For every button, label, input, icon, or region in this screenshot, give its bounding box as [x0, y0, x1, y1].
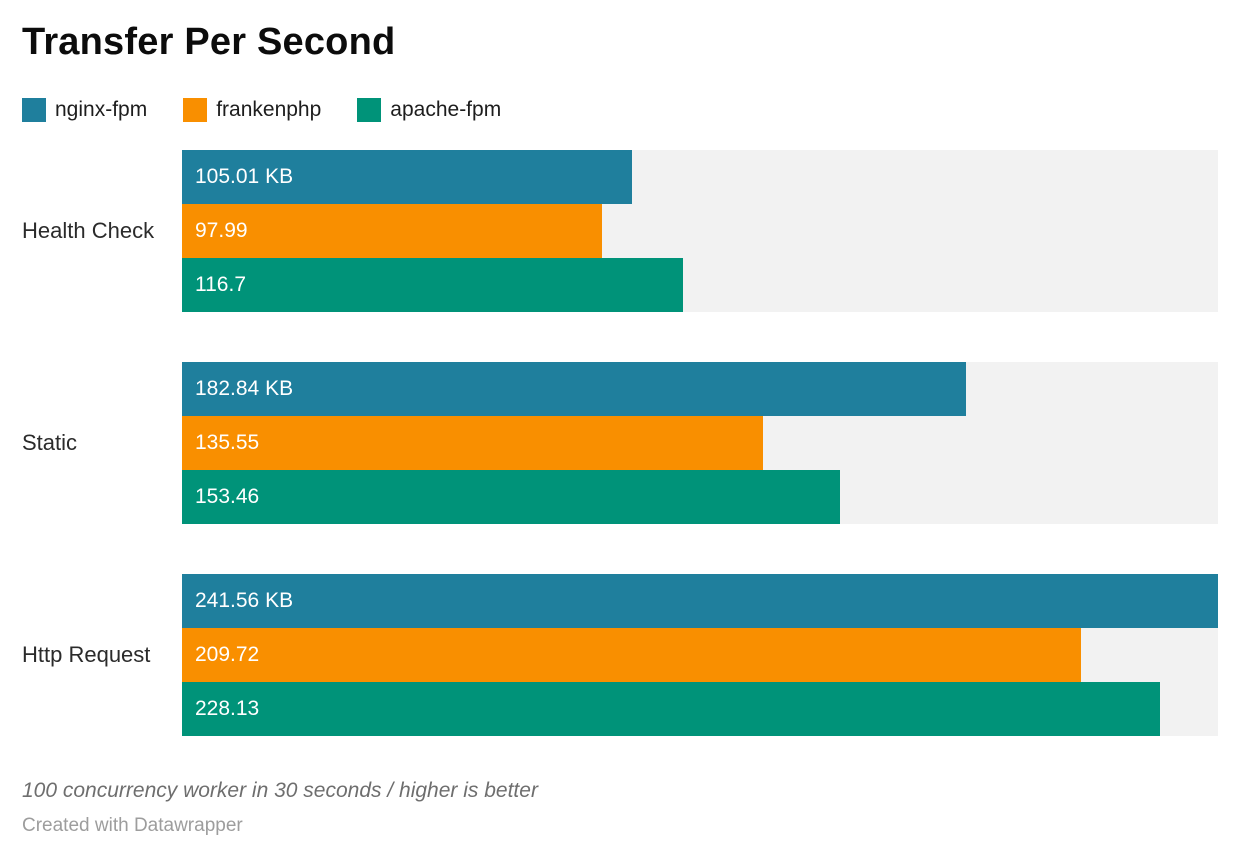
- bar-track: 97.99: [182, 204, 1218, 258]
- bar-track: 105.01 KB: [182, 150, 1218, 204]
- group-label-cell: Static: [22, 362, 182, 524]
- footer-note: 100 concurrency worker in 30 seconds / h…: [22, 779, 538, 802]
- legend-item-nginx-fpm: nginx-fpm: [22, 98, 147, 122]
- bar-nginx-fpm: 241.56 KB: [182, 574, 1218, 628]
- legend-swatch-icon: [183, 98, 208, 122]
- legend-label: nginx-fpm: [55, 98, 148, 121]
- bar-value-label: 116.7: [195, 273, 246, 296]
- bar-track: 116.7: [182, 258, 1218, 312]
- bar-value-label: 97.99: [195, 219, 248, 242]
- chart-area: Health Check 105.01 KB 97.99 116.7 Static 182…: [22, 150, 1218, 736]
- bar-nginx-fpm: 182.84 KB: [182, 362, 967, 416]
- bar-value-label: 241.56 KB: [195, 589, 294, 612]
- datawrapper-attribution: Created with Datawrapper: [22, 815, 243, 836]
- bar-track: 209.72: [182, 628, 1218, 682]
- group-label-cell: Http Request: [22, 574, 182, 736]
- bar-track: 182.84 KB: [182, 362, 1218, 416]
- bar-frankenphp: 209.72: [182, 628, 1082, 682]
- bar-value-label: 209.72: [195, 643, 260, 666]
- chart-title: Transfer Per Second: [22, 21, 396, 63]
- group-label-cell: Health Check: [22, 150, 182, 312]
- bar-value-label: 105.01 KB: [195, 165, 294, 188]
- legend: nginx-fpm frankenphp apache-fpm: [22, 96, 1218, 124]
- bars-stack: 241.56 KB 209.72 228.13: [182, 574, 1218, 736]
- bar-value-label: 153.46: [195, 485, 260, 508]
- bar-nginx-fpm: 105.01 KB: [182, 150, 633, 204]
- bars-stack: 182.84 KB 135.55 153.46: [182, 362, 1218, 524]
- bar-apache-fpm: 116.7: [182, 258, 683, 312]
- bar-track: 153.46: [182, 470, 1218, 524]
- bar-value-label: 228.13: [195, 697, 260, 720]
- bar-value-label: 135.55: [195, 431, 260, 454]
- category-label: Static: [22, 430, 78, 455]
- bar-track: 241.56 KB: [182, 574, 1218, 628]
- bar-track: 228.13: [182, 682, 1218, 736]
- bar-apache-fpm: 228.13: [182, 682, 1161, 736]
- bar-frankenphp: 97.99: [182, 204, 603, 258]
- category-label: Health Check: [22, 218, 155, 243]
- legend-label: apache-fpm: [390, 98, 502, 121]
- bar-group: Static 182.84 KB 135.55 153.46: [22, 362, 1218, 524]
- legend-swatch-icon: [22, 98, 46, 122]
- bar-value-label: 182.84 KB: [195, 377, 294, 400]
- bar-apache-fpm: 153.46: [182, 470, 841, 524]
- bars-stack: 105.01 KB 97.99 116.7: [182, 150, 1218, 312]
- legend-item-apache-fpm: apache-fpm: [357, 98, 501, 122]
- legend-swatch-icon: [357, 98, 382, 122]
- legend-label: frankenphp: [216, 98, 322, 121]
- bar-track: 135.55: [182, 416, 1218, 470]
- bar-group: Health Check 105.01 KB 97.99 116.7: [22, 150, 1218, 312]
- bar-group: Http Request 241.56 KB 209.72 228.13: [22, 574, 1218, 736]
- category-label: Http Request: [22, 642, 151, 667]
- bar-frankenphp: 135.55: [182, 416, 764, 470]
- legend-item-frankenphp: frankenphp: [183, 98, 321, 122]
